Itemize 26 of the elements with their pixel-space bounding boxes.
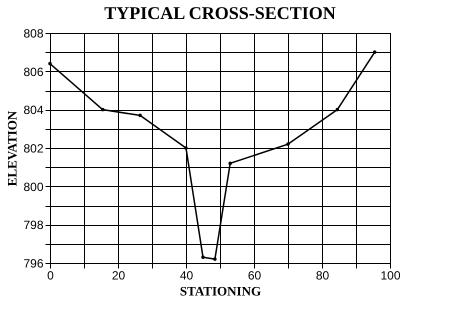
x-tick-label: 20	[112, 268, 126, 282]
y-tick-label: 804	[23, 103, 44, 118]
y-tick-label: 796	[23, 256, 44, 270]
point	[336, 108, 340, 112]
x-tick-label: 80	[316, 268, 330, 282]
chart-title: TYPICAL CROSS-SECTION	[104, 3, 336, 23]
x-tick-label: 40	[180, 268, 194, 282]
point	[286, 142, 290, 146]
y-tick-label: 806	[23, 64, 44, 79]
x-tick-label: 100	[380, 268, 401, 282]
y-tick-label: 798	[23, 218, 44, 232]
point	[228, 162, 232, 166]
y-tick-label: 802	[23, 142, 44, 156]
y-tick-label: 808	[23, 26, 44, 40]
x-tick-label: 0	[47, 268, 54, 282]
point	[184, 146, 188, 150]
point	[213, 257, 217, 261]
point	[100, 108, 104, 112]
x-tick-label: 60	[248, 268, 262, 282]
point	[138, 114, 142, 118]
y-axis-title: ELEVATION	[4, 110, 20, 186]
point	[201, 256, 205, 259]
point	[48, 62, 52, 66]
x-axis-title: STATIONING	[180, 284, 262, 298]
y-tick-label: 800	[23, 180, 44, 194]
point	[372, 50, 376, 54]
